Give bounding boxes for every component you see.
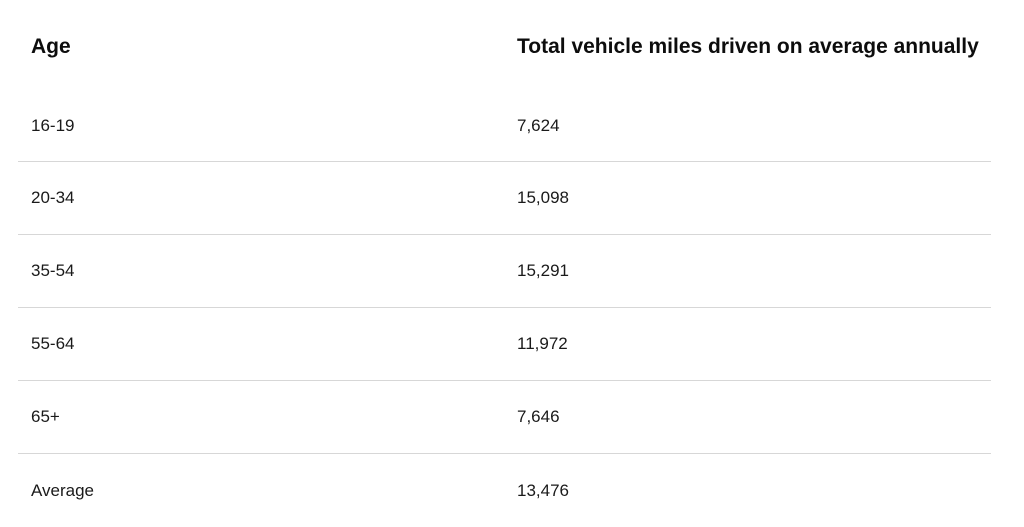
table-row: 55-64 11,972 [18,308,991,381]
age-cell: 65+ [31,407,60,426]
miles-cell: 11,972 [517,334,568,353]
table-row: 20-34 15,098 [18,162,991,235]
age-cell: 55-64 [31,334,75,353]
miles-cell: 15,291 [517,261,569,280]
table-row: 16-19 7,624 [18,90,991,162]
miles-cell: 13,476 [517,480,569,500]
age-cell: 20-34 [31,188,75,207]
age-cell: 35-54 [31,261,75,280]
age-cell: 16-19 [31,115,75,135]
table-row: 65+ 7,646 [18,381,991,454]
miles-by-age-table: Age Total vehicle miles driven on averag… [18,0,991,527]
header-age: Age [31,35,71,58]
table-row-average: Average 13,476 [18,454,991,527]
table-header-row: Age Total vehicle miles driven on averag… [18,0,991,90]
age-cell: Average [31,480,95,500]
miles-cell: 15,098 [517,188,569,207]
miles-cell: 7,624 [517,115,560,135]
table-row: 35-54 15,291 [18,235,991,308]
header-miles: Total vehicle miles driven on average an… [517,35,979,58]
miles-cell: 7,646 [517,407,560,426]
